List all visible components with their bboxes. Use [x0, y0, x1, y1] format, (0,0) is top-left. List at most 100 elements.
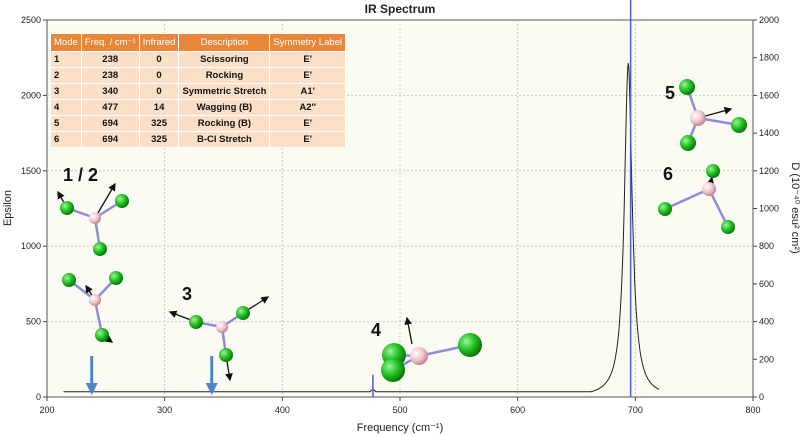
x-tick-label: 700 — [628, 405, 643, 415]
y-axis-label: Epsilon — [2, 190, 14, 226]
y2-tick-label: 2000 — [759, 15, 779, 25]
boron-atom — [89, 294, 101, 306]
table-cell: 694 — [80, 131, 140, 148]
y-tick-label: 2000 — [21, 90, 41, 100]
table-header-cell: Mode — [50, 33, 82, 52]
displacement-arrow — [404, 316, 413, 345]
chart-title: IR Spectrum — [365, 2, 436, 16]
x-tick-label: 400 — [275, 405, 290, 415]
x-tick-label: 600 — [510, 405, 525, 415]
table-header-cell: Infrared — [138, 33, 180, 52]
y2-tick-label: 1200 — [759, 166, 779, 176]
chlorine-atom — [658, 202, 672, 216]
grid-lines — [47, 20, 753, 397]
molecule-illustrations — [57, 79, 747, 382]
table-body: 1 238 0 Scissoring E' 2 238 0 Rocking E' 3 340 0 Symm… — [50, 51, 347, 148]
x-tick-label: 200 — [39, 405, 54, 415]
x-tick-label: 800 — [745, 405, 760, 415]
table-row: 6 694 325 B-Cl Stretch E' — [50, 131, 347, 148]
mode-annotations: 1 / 2 3 4 5 6 — [63, 83, 675, 340]
y2-tick-label: 1600 — [759, 90, 779, 100]
table-cell: 694 — [80, 115, 140, 132]
boron-atom — [702, 182, 716, 196]
boron-atom — [89, 212, 101, 224]
table-cell: 4 — [50, 99, 82, 116]
table-cell: Rocking (B) — [178, 115, 271, 132]
y-tick-label: 1000 — [21, 241, 41, 251]
table-cell: Scissoring — [178, 51, 271, 68]
y-tick-label: 500 — [26, 317, 41, 327]
chlorine-atom — [236, 306, 250, 320]
bond — [664, 187, 710, 211]
spectrum-line — [63, 63, 660, 393]
mode-label: 6 — [663, 164, 673, 184]
y2-tick-label: 0 — [759, 392, 764, 402]
chlorine-atom — [721, 220, 735, 234]
y2-tick-label: 1800 — [759, 53, 779, 63]
table-cell: 238 — [80, 67, 140, 84]
chlorine-atom — [115, 194, 129, 208]
mode-label: 3 — [182, 284, 192, 304]
chlorine-atom — [62, 273, 76, 287]
y2-tick-label: 800 — [759, 241, 774, 251]
bond — [707, 188, 730, 228]
table-cell: E' — [269, 51, 347, 68]
table-row: 3 340 0 Symmetric Stretch A1' — [50, 83, 347, 100]
table-cell: 0 — [138, 51, 180, 68]
chlorine-atom — [60, 201, 74, 215]
table-cell: Symmetric Stretch — [178, 83, 271, 100]
table-cell: Wagging (B) — [178, 99, 271, 116]
boron-atom — [410, 347, 428, 365]
vibrational-modes-table: Mode Freq. / cm⁻¹ Infrared Description Symme… — [50, 33, 347, 148]
y2-tick-label: 1400 — [759, 128, 779, 138]
y2-axis-label: D (10⁻⁴⁰ esu² cm²) — [789, 162, 800, 253]
table-cell: 340 — [80, 83, 140, 100]
table-header-cell: Description — [178, 33, 271, 52]
table-cell: 3 — [50, 83, 82, 100]
axes: 200 300 400 500 600 700 8000500100015002000250… — [21, 15, 779, 415]
chlorine-atom — [381, 358, 405, 382]
y2-tick-label: 600 — [759, 279, 774, 289]
y-tick-label: 2500 — [21, 15, 41, 25]
table-cell: 477 — [80, 99, 140, 116]
table-cell: 0 — [138, 67, 180, 84]
chlorine-atom — [95, 328, 109, 342]
table-cell: Rocking — [178, 67, 271, 84]
y-tick-label: 1500 — [21, 166, 41, 176]
table-cell: 0 — [138, 83, 180, 100]
chlorine-atom — [731, 117, 747, 133]
chlorine-atom — [679, 79, 695, 95]
chlorine-atom — [93, 242, 107, 256]
table-row: 1 238 0 Scissoring E' — [50, 51, 347, 68]
mode-label: 1 / 2 — [63, 165, 98, 185]
table-cell: E' — [269, 67, 347, 84]
table-cell: 6 — [50, 131, 82, 148]
table-row: 5 694 325 Rocking (B) E' — [50, 115, 347, 132]
y2-tick-label: 1000 — [759, 204, 779, 214]
chlorine-atom — [458, 333, 482, 357]
chlorine-atom — [706, 164, 720, 178]
y2-tick-label: 200 — [759, 354, 774, 364]
table-header-cell: Freq. / cm⁻¹ — [80, 33, 140, 52]
x-tick-label: 300 — [157, 405, 172, 415]
x-tick-label: 500 — [392, 405, 407, 415]
table-row: 4 477 14 Wagging (B) A2'' — [50, 99, 347, 116]
x-axis-label: Frequency (cm⁻¹) — [357, 422, 444, 434]
chlorine-atom — [680, 135, 696, 151]
y2-tick-label: 400 — [759, 317, 774, 327]
mode-arrow-head — [85, 383, 98, 395]
table-row: 2 238 0 Rocking E' — [50, 67, 347, 84]
table-cell: 325 — [138, 115, 180, 132]
table-cell: A2'' — [269, 99, 347, 116]
boron-atom — [216, 321, 228, 333]
table-cell: B-Cl Stretch — [178, 131, 271, 148]
mode-label: 5 — [665, 83, 675, 103]
boron-atom — [690, 110, 706, 126]
spectrum-plot — [63, 0, 660, 397]
table-cell: 238 — [80, 51, 140, 68]
table-cell: A1' — [269, 83, 347, 100]
table-header-row: Mode Freq. / cm⁻¹ Infrared Description Symme… — [50, 33, 347, 52]
mode-arrow-head — [205, 383, 218, 395]
chlorine-atom — [189, 315, 203, 329]
displacement-arrow — [94, 182, 116, 219]
